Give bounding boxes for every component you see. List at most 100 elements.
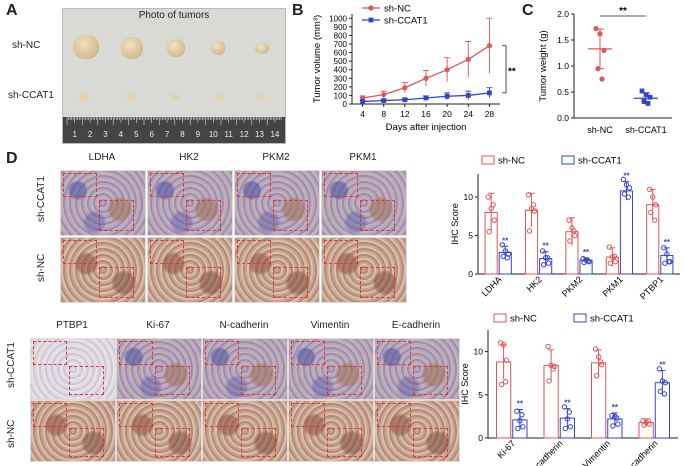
zoom-region <box>68 428 105 457</box>
data-point-ccat1 <box>647 94 653 100</box>
data-point <box>564 416 571 422</box>
x-tick-label: PKM2 <box>560 274 584 298</box>
zoom-region <box>185 199 222 231</box>
significance-label: ** <box>664 238 671 247</box>
tumor-photo: Photo of tumors 1 2 3 4 5 6 7 8 9 10 11 12 13 14 <box>62 8 286 144</box>
y-tick-label: 0.5 <box>557 87 569 97</box>
data-point <box>612 258 619 265</box>
data-point <box>490 202 496 208</box>
ihc-tile-ccat <box>202 338 288 400</box>
ihc-column-title: PTBP1 <box>56 320 88 331</box>
panel-letter-a: A <box>6 2 18 19</box>
data-point-ccat1 <box>641 98 647 104</box>
data-point <box>621 191 628 197</box>
row-label-top-ccat1: sh-CCAT1 <box>36 176 47 222</box>
data-point <box>514 408 520 414</box>
y-tick-label: 1.5 <box>557 35 569 45</box>
zoom-inset <box>119 341 153 365</box>
ruler-number: 12 <box>240 130 249 139</box>
data-point-nc <box>381 91 387 98</box>
data-point <box>666 258 672 265</box>
tumor-ccat-1 <box>79 93 89 101</box>
data-point <box>647 186 653 193</box>
ihc-tile-nc <box>321 237 407 303</box>
data-point <box>530 202 537 208</box>
ruler-number: 13 <box>255 130 264 139</box>
x-tick-label: sh-NC <box>587 125 613 135</box>
legend-swatch <box>573 313 587 323</box>
data-point <box>653 202 659 208</box>
x-tick-label: sh-CCAT1 <box>625 125 666 135</box>
ruler-number: 7 <box>165 130 170 139</box>
y-tick-label: 600 <box>334 49 348 58</box>
data-point <box>661 245 667 251</box>
y-tick-label: 800 <box>334 31 348 40</box>
data-point <box>515 425 521 432</box>
zoom-region <box>326 428 363 457</box>
tumor-weight-chart: 0.0 0.5 1.0 1.5 2.0 Tumor weight (g) sh-NC sh-C… <box>538 6 672 135</box>
significance-bracket <box>502 45 507 94</box>
zoom-region <box>412 428 449 457</box>
y-tick-label: 100 <box>334 91 348 100</box>
y-axis-label: IHC Score <box>450 203 460 245</box>
y-tick-label: 10 <box>474 347 484 357</box>
x-axis-label: Days after injection <box>386 122 467 133</box>
ihc-column-title: PKM1 <box>349 152 377 163</box>
zoom-region <box>185 266 222 298</box>
ihc-tile-ccat <box>60 170 146 236</box>
ihc-tile-ccat <box>147 170 233 236</box>
data-point <box>542 255 549 261</box>
data-point-nc <box>599 76 605 82</box>
data-point <box>598 361 605 368</box>
data-point <box>661 391 668 397</box>
data-point-ccat1 <box>381 98 387 103</box>
tumor-nc-4 <box>211 41 225 55</box>
ruler-number: 5 <box>134 130 139 139</box>
ihc-tile-ccat <box>116 338 202 400</box>
ihc-score-chart-bottom: 0 5 10 IHC Score ** Ki-67 ** N-cadherin ** Viment… <box>460 313 678 466</box>
x-tick-label: Vimentin <box>580 438 612 466</box>
ihc-column-title: E-cadherin <box>391 320 441 331</box>
data-point <box>585 258 591 264</box>
zoom-inset <box>150 173 184 197</box>
zoom-inset <box>150 240 184 264</box>
data-point <box>539 248 546 254</box>
data-point <box>551 363 557 369</box>
data-point-nc <box>597 31 603 37</box>
y-tick-label: 700 <box>334 40 348 49</box>
zoom-inset <box>324 240 358 264</box>
ruler-number: 4 <box>119 130 124 139</box>
y-tick-label: 2.0 <box>557 9 569 19</box>
data-point <box>491 217 497 223</box>
data-point <box>597 359 604 365</box>
zoom-region <box>98 199 135 231</box>
y-tick-label: 0 <box>343 100 348 109</box>
x-tick-label: 8 <box>381 109 386 119</box>
data-point <box>502 248 508 254</box>
ruler-svg: 1 2 3 4 5 6 7 8 9 10 11 12 13 14 <box>66 117 282 139</box>
ihc-column-title: Vimentin <box>310 320 350 331</box>
ihc-grid-bottom: PTBP1 Ki-67 N-cadherin Vimentin E-cadherin <box>28 320 460 462</box>
legend-swatch <box>481 155 495 165</box>
data-point <box>657 388 664 395</box>
data-point-ccat1 <box>645 101 651 106</box>
data-point <box>544 255 551 261</box>
data-point <box>610 423 616 429</box>
data-point <box>664 251 670 257</box>
zoom-inset <box>324 173 358 197</box>
panel-letter-d: D <box>6 150 18 167</box>
data-point <box>572 232 578 239</box>
tumor-nc-2 <box>121 37 143 59</box>
y-tick-label: 900 <box>334 23 348 32</box>
data-point <box>592 346 599 352</box>
zoom-inset <box>377 403 411 427</box>
data-point-nc <box>595 66 601 72</box>
ruler-number: 8 <box>180 130 185 139</box>
ihc-tile-ccat <box>374 338 460 400</box>
significance-label: ** <box>508 66 516 77</box>
ihc-tile-nc <box>202 400 288 462</box>
ihc-tile-nc <box>234 237 320 303</box>
data-point-ccat1 <box>465 93 471 98</box>
data-point <box>656 366 663 372</box>
ihc-column-title: Ki-67 <box>146 320 170 331</box>
